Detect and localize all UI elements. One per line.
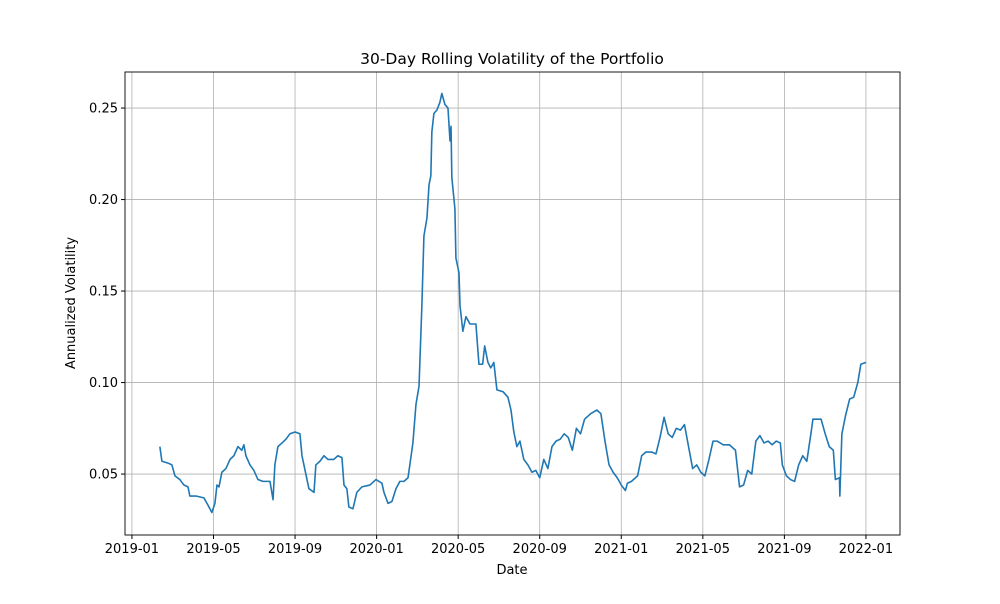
y-tick-label: 0.10 — [89, 376, 118, 391]
x-tick-label: 2021-09 — [757, 542, 811, 557]
x-tick-label: 2020-09 — [513, 542, 567, 557]
x-tick-label: 2019-05 — [186, 542, 240, 557]
y-tick-label: 0.20 — [89, 193, 118, 208]
plot-frame — [124, 71, 901, 536]
x-tick-label: 2020-05 — [431, 542, 485, 557]
chart-title: 30-Day Rolling Volatility of the Portfol… — [360, 50, 664, 68]
x-tick-label: 2021-05 — [676, 542, 730, 557]
y-tick-label: 0.15 — [89, 285, 118, 300]
x-tick-label: 2020-01 — [349, 542, 403, 557]
x-tick-label: 2022-01 — [839, 542, 893, 557]
y-axis-label: Annualized Volatility — [64, 237, 79, 369]
y-tick-label: 0.05 — [89, 468, 118, 483]
x-tick-label: 2019-09 — [268, 542, 322, 557]
data-line — [159, 92, 867, 514]
y-tick-label: 0.25 — [89, 102, 118, 117]
x-tick-label: 2021-01 — [594, 542, 648, 557]
x-axis-label: Date — [496, 563, 527, 578]
x-tick-label: 2019-01 — [105, 542, 159, 557]
